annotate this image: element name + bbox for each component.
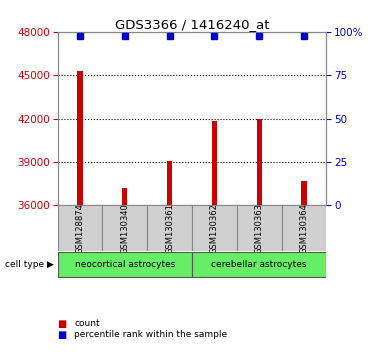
Bar [282, 205, 326, 251]
Bar [301, 181, 307, 205]
Bar [257, 119, 262, 205]
Text: count: count [74, 319, 100, 329]
Text: GSM130362: GSM130362 [210, 203, 219, 254]
Text: GSM130340: GSM130340 [120, 203, 129, 254]
Text: ■: ■ [58, 330, 67, 339]
Bar [102, 205, 147, 251]
Bar [58, 252, 192, 278]
Bar [58, 205, 102, 251]
Bar [212, 121, 217, 205]
Bar [237, 205, 282, 251]
Text: cell type ▶: cell type ▶ [5, 260, 54, 269]
Text: ■: ■ [58, 319, 67, 329]
Text: neocortical astrocytes: neocortical astrocytes [75, 260, 175, 269]
Bar [192, 252, 326, 278]
Bar [77, 71, 83, 205]
Text: GSM128874: GSM128874 [75, 203, 85, 254]
Bar [192, 205, 237, 251]
Bar [147, 205, 192, 251]
Text: cerebellar astrocytes: cerebellar astrocytes [211, 260, 307, 269]
Bar [167, 160, 172, 205]
Text: GSM130361: GSM130361 [165, 203, 174, 254]
Text: percentile rank within the sample: percentile rank within the sample [74, 330, 227, 339]
Text: GSM130363: GSM130363 [255, 203, 264, 254]
Title: GDS3366 / 1416240_at: GDS3366 / 1416240_at [115, 18, 269, 31]
Text: GSM130364: GSM130364 [299, 203, 309, 254]
Bar [122, 188, 128, 205]
